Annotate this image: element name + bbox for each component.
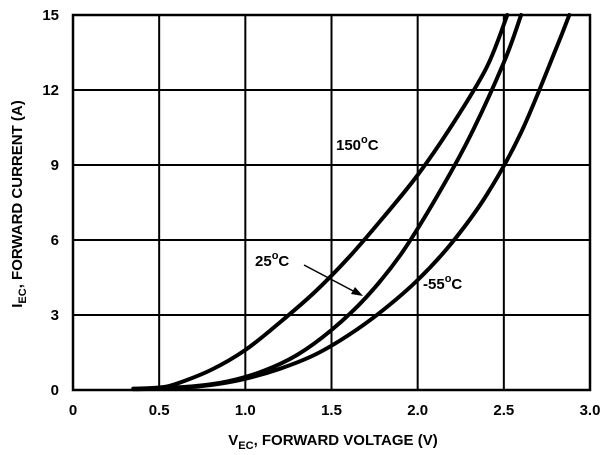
tick-labels: 0 0.5 1.0 1.5 2.0 2.5 3.0 0 3 6 9 12 15 [42,7,600,419]
y-tick-label: 12 [42,82,59,99]
curve-minus55c [131,13,572,392]
y-tick-label: 6 [51,232,59,249]
x-tick-label: 3.0 [580,402,601,419]
label-150c: 150oC [336,134,379,154]
plot-frame [71,13,592,392]
label-minus55c: -55oC [423,273,462,293]
arrow-25c-head [351,287,363,296]
x-tick-label: 0 [69,402,77,419]
curve-25c [131,13,524,391]
x-axis-title: VEC, FORWARD VOLTAGE (V) [228,432,437,452]
series-lines [131,13,572,392]
y-tick-label: 15 [42,7,59,24]
x-tick-label: 1.0 [235,402,256,419]
arrow-25c-pointer [303,264,358,294]
y-axis-title: IEC, FORWARD CURRENT (A) [9,100,29,308]
x-tick-label: 0.5 [149,402,170,419]
y-tick-label: 0 [51,382,59,399]
label-25c: 25oC [255,250,289,270]
x-tick-label: 2.5 [493,402,514,419]
grid [73,15,590,390]
x-tick-label: 2.0 [407,402,428,419]
y-tick-label: 3 [51,307,59,324]
x-tick-label: 1.5 [321,402,342,419]
y-tick-label: 9 [51,157,59,174]
curve-150c [131,13,510,391]
